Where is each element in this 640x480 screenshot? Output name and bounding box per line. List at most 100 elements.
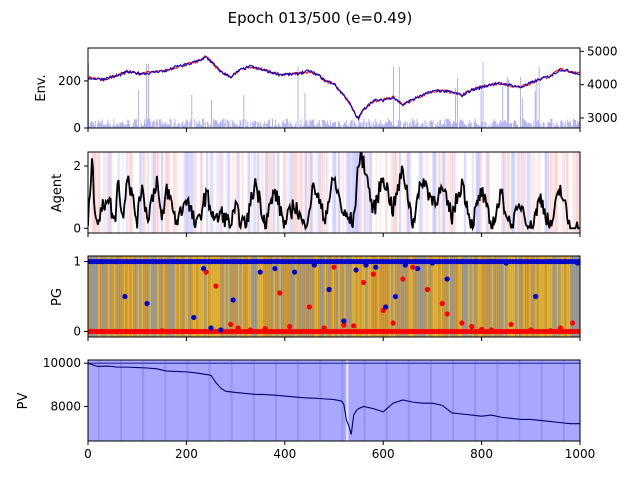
volume-bar: [145, 123, 146, 128]
agent-band: [184, 152, 187, 233]
volume-bar: [323, 119, 325, 128]
volume-bar: [277, 122, 279, 128]
pv-band: [474, 360, 477, 441]
agent-band: [263, 152, 266, 233]
agent-band: [538, 152, 542, 233]
pg-band: [170, 256, 174, 337]
agent-band: [215, 152, 219, 233]
agent-band: [424, 152, 428, 233]
volume-bar: [354, 122, 356, 128]
pg-point: [213, 283, 219, 289]
volume-bar: [485, 122, 487, 128]
agent-band: [318, 152, 321, 233]
agent-band: [524, 152, 528, 233]
pg-band: [452, 256, 455, 337]
agent-band: [574, 152, 577, 233]
volume-bar: [357, 125, 359, 128]
volume-bar: [416, 118, 418, 128]
volume-bar: [363, 118, 365, 128]
volume-bar: [330, 120, 331, 128]
agent-band: [489, 152, 493, 233]
agent-band: [495, 152, 498, 233]
agent-band: [351, 152, 355, 233]
volume-bar: [214, 119, 216, 128]
volume-bar: [251, 126, 253, 128]
agent-band: [247, 152, 250, 233]
agent-band: [487, 152, 491, 233]
pg-band: [456, 256, 459, 337]
agent-band: [570, 152, 573, 233]
volume-bar: [258, 122, 260, 128]
volume-bar: [530, 124, 532, 128]
agent-band: [526, 152, 530, 233]
agent-band: [440, 152, 443, 233]
agent-band: [469, 152, 473, 233]
agent-band: [568, 152, 571, 233]
pg-band: [412, 256, 416, 337]
volume-bar: [495, 121, 497, 128]
volume-bar: [467, 123, 469, 128]
agent-band: [176, 152, 180, 233]
volume-bar: [526, 124, 528, 128]
pg-band: [210, 256, 213, 337]
pv-band: [452, 360, 455, 441]
volume-bar: [106, 122, 108, 128]
pg-band: [574, 256, 577, 337]
volume-bar: [128, 120, 130, 128]
agent-band: [200, 152, 203, 233]
pv-band: [363, 360, 366, 441]
pg-point: [306, 304, 312, 310]
agent-band: [223, 152, 227, 233]
volume-bar: [289, 121, 291, 128]
pg-band: [414, 256, 418, 337]
volume-bar: [519, 76, 521, 128]
pg-axes-frame: [87, 255, 581, 338]
pg-point: [400, 276, 406, 282]
volume-bar: [126, 124, 128, 128]
pg-band: [483, 256, 487, 337]
pg-band: [509, 256, 512, 337]
agent-band: [229, 152, 233, 233]
volume-bar: [324, 120, 326, 128]
agent-band: [391, 152, 394, 233]
volume-bar: [146, 63, 147, 128]
agent-band: [227, 152, 231, 233]
pg-band: [542, 256, 546, 337]
volume-bar: [166, 124, 168, 128]
volume-bar: [574, 120, 575, 128]
agent-band: [107, 152, 111, 233]
volume-bar: [575, 119, 576, 128]
agent-band: [371, 152, 374, 233]
agent-band: [532, 152, 536, 233]
pg-band: [91, 256, 95, 337]
pg-band: [131, 256, 134, 337]
pg-band: [404, 256, 408, 337]
agent-band: [540, 152, 544, 233]
agent-band: [369, 152, 372, 233]
volume-bar: [438, 125, 440, 128]
volume-bar: [235, 125, 237, 128]
volume-bar: [161, 121, 163, 128]
pg-band: [137, 256, 140, 337]
pg-band: [457, 256, 461, 337]
agent-band: [196, 152, 199, 233]
volume-bar: [113, 119, 115, 128]
pg-band: [381, 256, 384, 337]
agent-band: [534, 152, 538, 233]
volume-bar: [250, 122, 252, 128]
volume-bar: [578, 123, 579, 128]
pg-band: [503, 256, 506, 337]
agent-band: [339, 152, 343, 233]
agent-band: [562, 152, 565, 233]
pg-band: [552, 256, 556, 337]
pg-band: [432, 256, 435, 337]
volume-bar: [221, 119, 223, 128]
volume-bar: [300, 119, 302, 128]
agent-band: [408, 152, 412, 233]
volume-bar: [310, 121, 312, 128]
pg-point: [508, 321, 514, 328]
agent-band: [111, 152, 115, 233]
volume-bar: [140, 125, 142, 128]
volume-bar: [383, 125, 385, 128]
agent-band: [211, 152, 215, 233]
